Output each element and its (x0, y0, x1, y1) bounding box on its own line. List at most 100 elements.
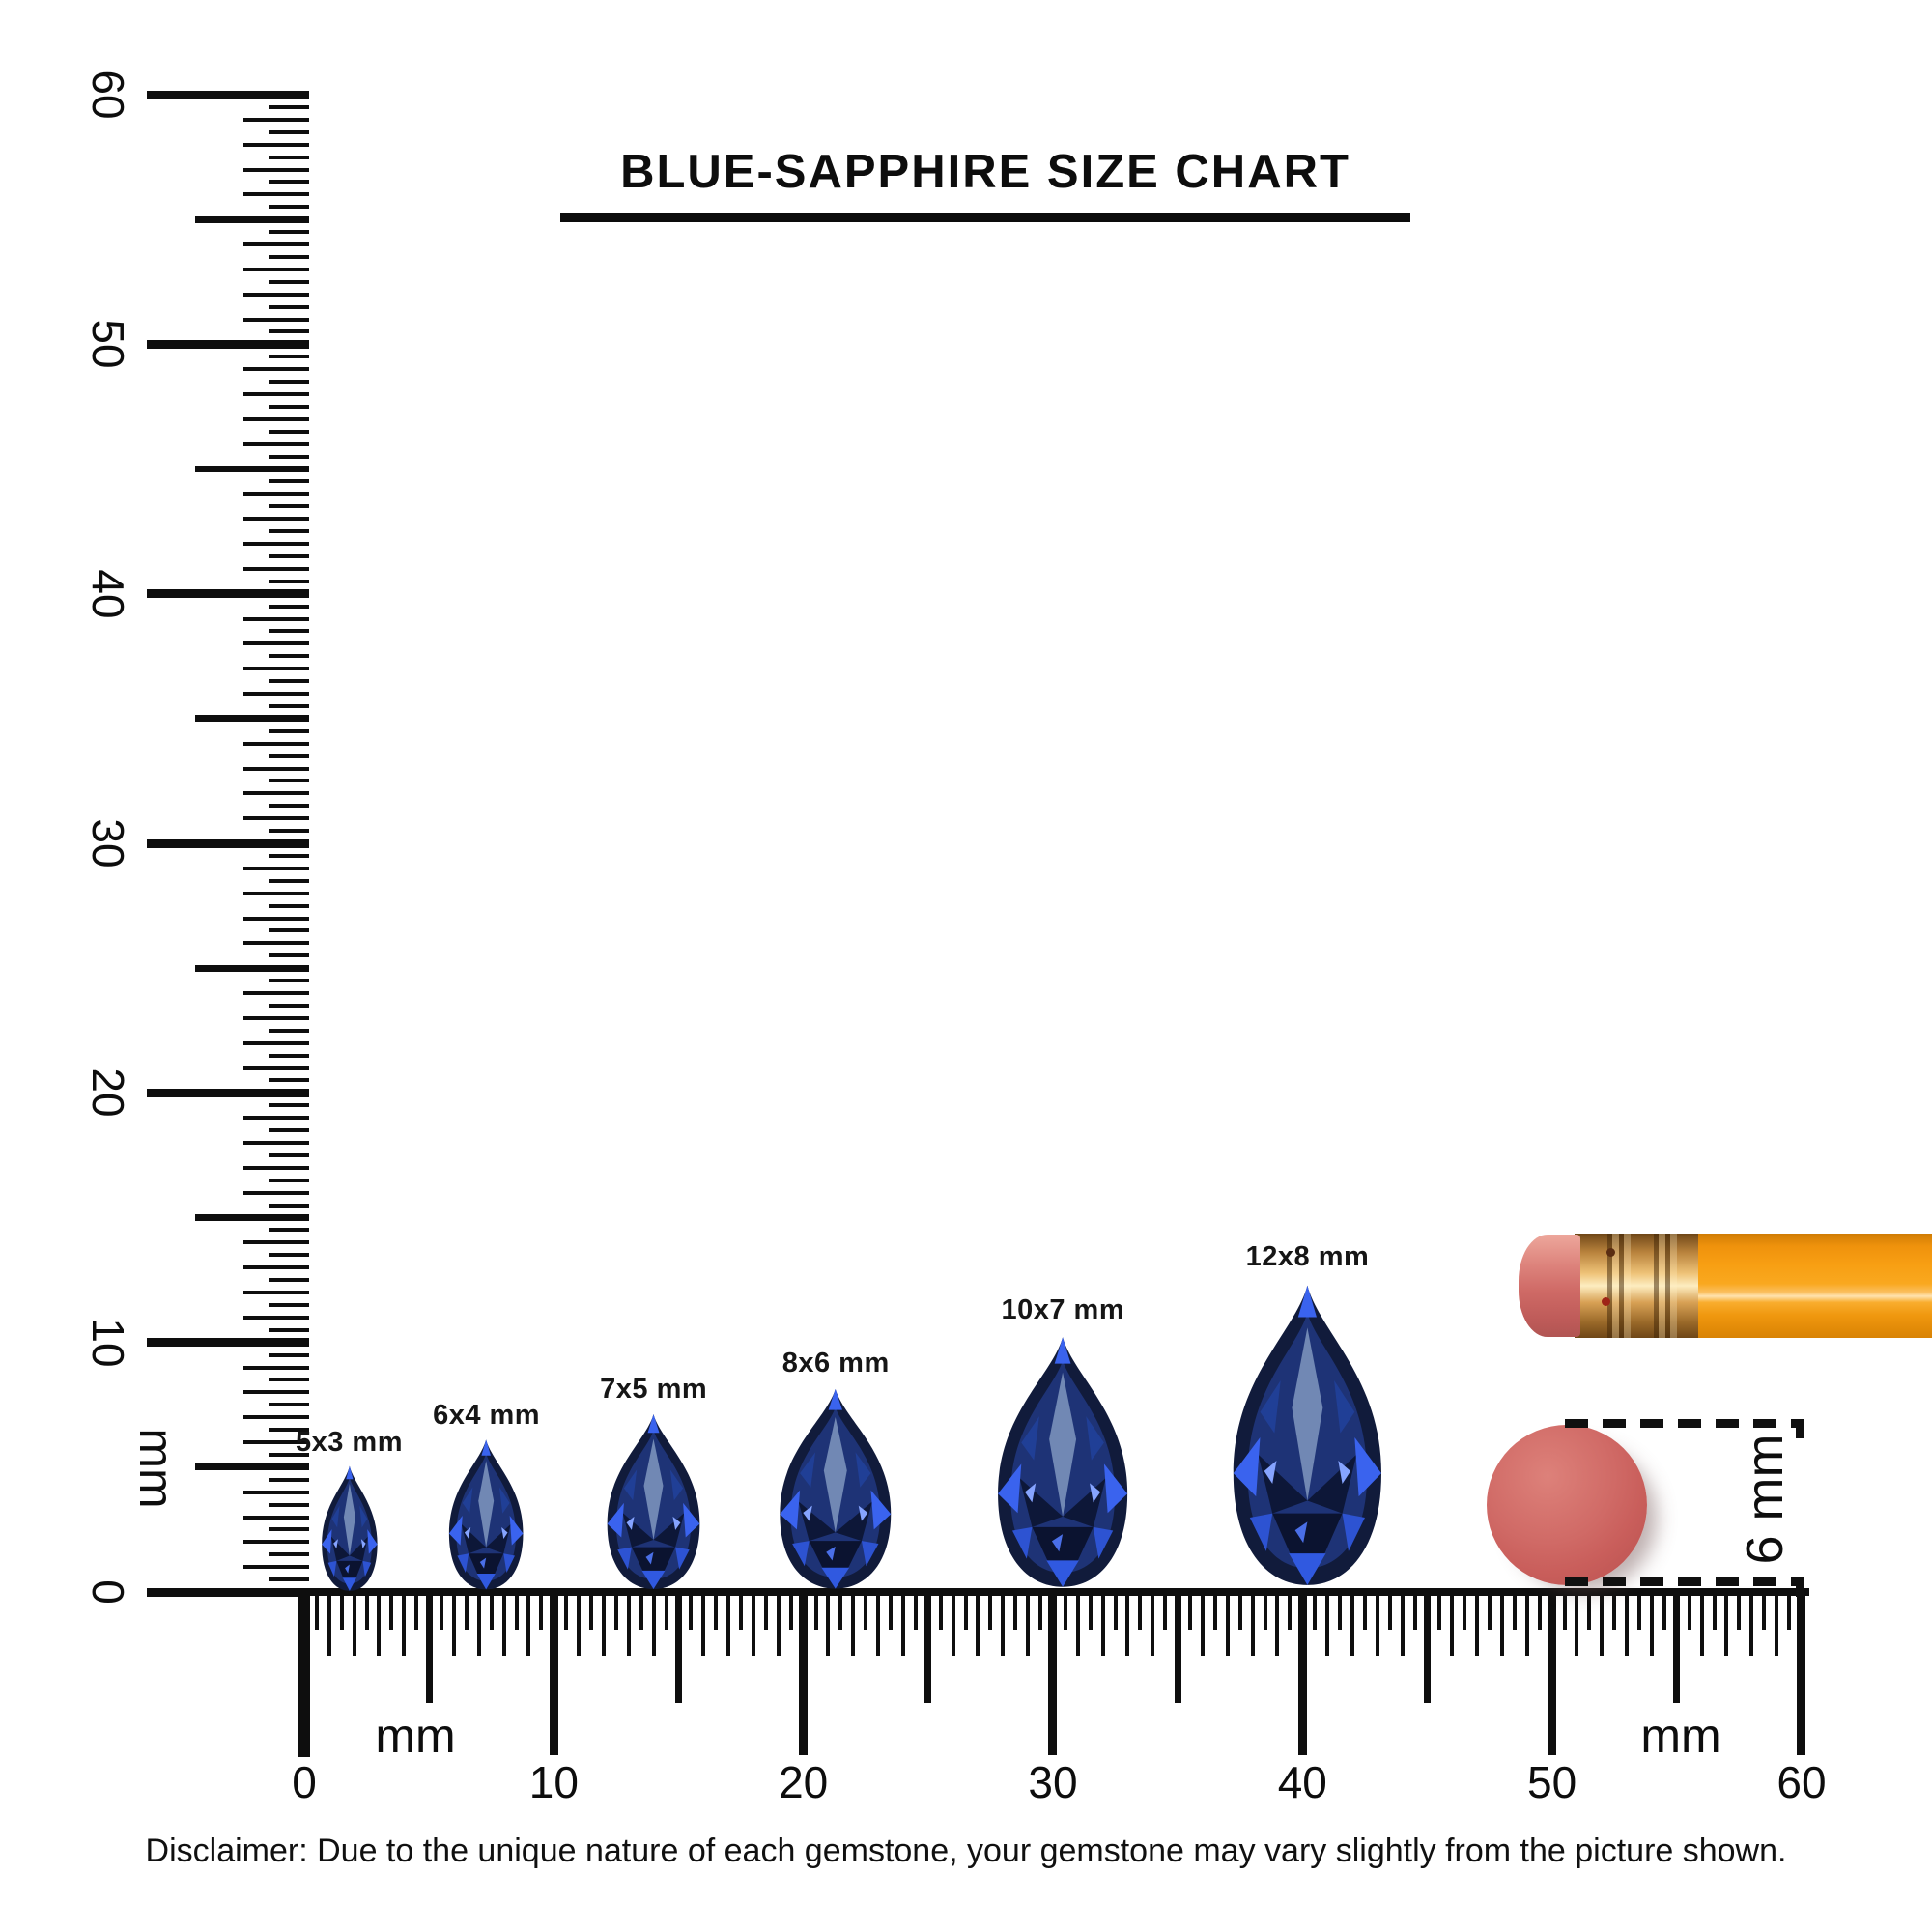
vertical-ruler-tick (243, 192, 309, 197)
horizontal-ruler-tick (1662, 1591, 1666, 1630)
horizontal-ruler-number: 0 (292, 1757, 317, 1807)
vertical-ruler-tick (243, 1116, 309, 1121)
horizontal-ruler-tick (1775, 1591, 1779, 1656)
horizontal-ruler-tick (425, 1591, 433, 1703)
horizontal-ruler-tick (464, 1591, 469, 1630)
vertical-ruler-number: 20 (83, 1067, 133, 1118)
vertical-ruler-tick (269, 1053, 309, 1058)
vertical-ruler-tick (243, 1440, 309, 1444)
vertical-ruler-tick (147, 838, 309, 848)
horizontal-ruler-tick (1225, 1591, 1230, 1656)
vertical-ruler-tick (269, 753, 309, 758)
vertical-ruler-tick (243, 142, 309, 147)
vertical-ruler-tick (269, 804, 309, 809)
vertical-ruler-tick (243, 741, 309, 746)
vertical-ruler-tick (243, 367, 309, 372)
vertical-ruler-tick (269, 1477, 309, 1482)
vertical-ruler-tick (243, 1315, 309, 1320)
vertical-ruler-tick (243, 916, 309, 921)
horizontal-ruler-tick (1450, 1591, 1455, 1656)
vertical-ruler-tick (243, 1291, 309, 1294)
horizontal-ruler-tick (838, 1591, 843, 1630)
circle-size-label: 6 mm (1736, 1434, 1794, 1565)
horizontal-ruler-number: 10 (528, 1757, 579, 1807)
vertical-ruler-tick (269, 1128, 309, 1133)
vertical-ruler-tick (269, 1203, 309, 1208)
horizontal-ruler-tick (976, 1591, 980, 1656)
horizontal-ruler-tick (1350, 1591, 1354, 1656)
horizontal-ruler-tick (1499, 1591, 1504, 1656)
vertical-ruler-tick (243, 1415, 309, 1420)
vertical-ruler-tick (243, 416, 309, 421)
horizontal-ruler-tick (1437, 1591, 1442, 1630)
vertical-ruler-tick (269, 903, 309, 908)
vertical-ruler-tick (243, 441, 309, 446)
vertical-ruler-tick (269, 329, 309, 334)
horizontal-ruler-tick (539, 1591, 544, 1630)
horizontal-ruler-tick (1088, 1591, 1093, 1630)
horizontal-ruler-tick (1673, 1591, 1681, 1703)
vertical-ruler-tick (243, 1265, 309, 1270)
vertical-ruler-tick (243, 117, 309, 122)
vertical-ruler-tick (269, 355, 309, 359)
horizontal-ruler-tick (613, 1591, 618, 1630)
vertical-ruler-tick (269, 1103, 309, 1108)
horizontal-ruler-tick (1313, 1591, 1318, 1630)
horizontal-ruler-tick (1575, 1591, 1579, 1656)
horizontal-ruler-tick (1013, 1591, 1018, 1630)
horizontal-ruler-tick (1212, 1591, 1217, 1630)
horizontal-ruler-tick (639, 1591, 643, 1630)
vertical-ruler-tick (269, 230, 309, 235)
vertical-ruler-tick (243, 891, 309, 895)
horizontal-ruler-tick (1600, 1591, 1605, 1656)
horizontal-ruler-tick (726, 1591, 731, 1656)
horizontal-ruler-tick (1163, 1591, 1168, 1630)
horizontal-ruler-tick (1387, 1591, 1392, 1630)
vertical-ruler-tick (243, 392, 309, 397)
vertical-ruler-tick (243, 641, 309, 646)
vertical-ruler-tick (269, 1403, 309, 1407)
horizontal-ruler-number: 40 (1277, 1757, 1327, 1807)
vertical-ruler-tick (269, 728, 309, 733)
vertical-ruler-tick (195, 715, 309, 723)
horizontal-ruler-tick (913, 1591, 918, 1630)
horizontal-ruler-tick (1537, 1591, 1542, 1630)
vertical-ruler-tick (269, 1352, 309, 1357)
horizontal-ruler-tick (1075, 1591, 1080, 1656)
horizontal-ruler-tick (476, 1591, 481, 1656)
horizontal-ruler-tick (674, 1591, 682, 1703)
horizontal-ruler-tick (314, 1591, 319, 1630)
vertical-ruler-tick (243, 1065, 309, 1070)
horizontal-ruler-tick (1423, 1591, 1431, 1703)
vertical-ruler-tick (269, 1078, 309, 1083)
horizontal-ruler-tick (1797, 1591, 1806, 1755)
vertical-ruler-tick (243, 941, 309, 946)
horizontal-ruler-tick (339, 1591, 344, 1630)
horizontal-ruler-tick (1587, 1591, 1592, 1630)
vertical-ruler-tick (269, 129, 309, 134)
vertical-ruler-tick (243, 1540, 309, 1545)
horizontal-ruler-tick (714, 1591, 719, 1630)
vertical-ruler-tick (243, 1390, 309, 1395)
horizontal-ruler-tick (751, 1591, 755, 1656)
horizontal-ruler-tick (788, 1591, 793, 1630)
vertical-ruler-tick (243, 1565, 309, 1570)
horizontal-ruler-tick (1737, 1591, 1742, 1630)
horizontal-ruler-tick (1475, 1591, 1480, 1656)
vertical-ruler-tick (243, 616, 309, 621)
ferrule-rivet (1602, 1297, 1610, 1306)
vertical-ruler-number: 0 (83, 1579, 133, 1605)
horizontal-ruler-tick (1412, 1591, 1417, 1630)
horizontal-ruler-tick (1548, 1591, 1557, 1755)
sapphire-gem (1233, 1286, 1382, 1586)
horizontal-ruler-tick (851, 1591, 856, 1656)
vertical-ruler-tick (147, 589, 309, 599)
sapphire-gem (449, 1439, 524, 1590)
horizontal-ruler-tick (1338, 1591, 1343, 1630)
horizontal-ruler-tick (739, 1591, 744, 1630)
ferrule-rivet (1606, 1248, 1615, 1257)
horizontal-ruler-tick (1375, 1591, 1379, 1656)
horizontal-ruler-tick (1188, 1591, 1193, 1630)
horizontal-ruler-tick (1637, 1591, 1642, 1630)
